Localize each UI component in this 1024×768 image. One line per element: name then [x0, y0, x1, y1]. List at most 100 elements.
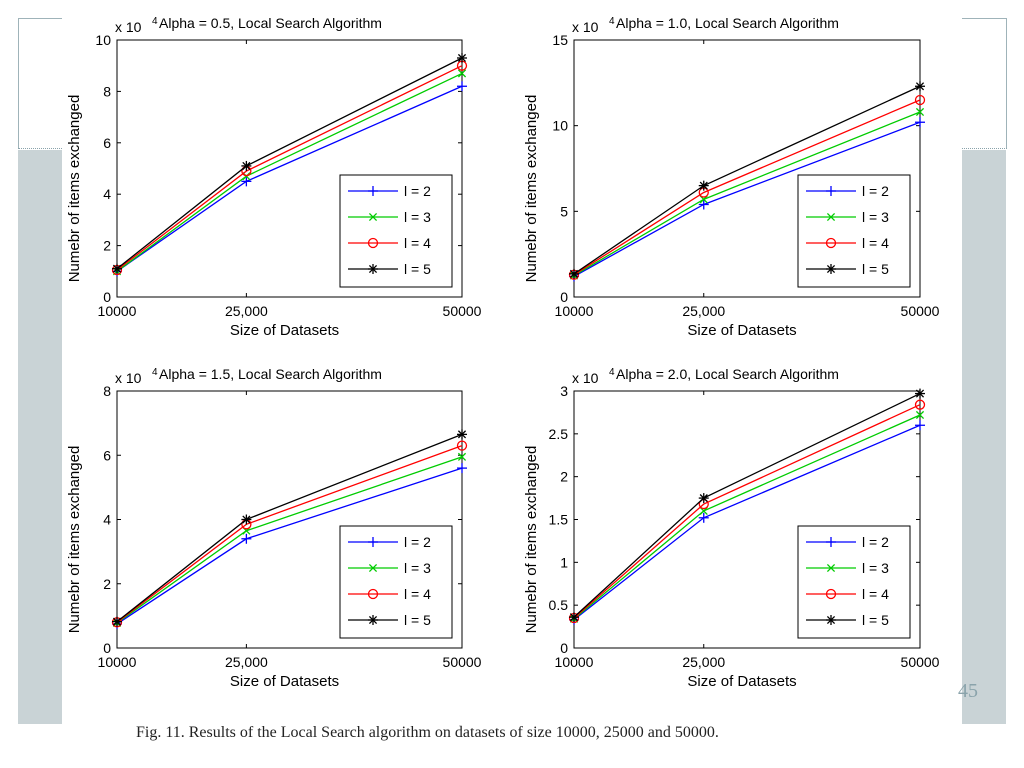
y-tick-label: 4: [103, 512, 111, 528]
legend-label: l = 2: [862, 534, 889, 550]
y-tick-label: 5: [560, 203, 568, 219]
legend-box: [797, 174, 911, 288]
legend-box: [339, 525, 453, 639]
y-tick-label: 2: [103, 238, 111, 254]
legend-box: [339, 174, 453, 288]
data-point-marker: [914, 94, 926, 106]
legend-label: l = 4: [862, 586, 889, 602]
chart-panel-2: 0 5 10 15 10000 25,000 50000 x 10 4 Alpha = 1.0, …: [523, 15, 940, 339]
x-tick-label: 10000: [98, 303, 137, 319]
y-tick-label: 8: [103, 83, 111, 99]
chart-title: Alpha = 0.5, Local Search Algorithm: [159, 15, 382, 31]
y-tick-label: 1: [560, 554, 568, 570]
y-tick-label: 0: [103, 640, 111, 656]
legend: l = 2 l = 3 l = 4 l = 5: [797, 174, 911, 288]
legend-marker: [368, 537, 378, 547]
data-point-marker: [112, 263, 122, 274]
legend-label: l = 4: [862, 235, 889, 251]
data-point-marker: [915, 410, 925, 420]
data-point-marker: [698, 493, 709, 504]
y-tick-label: 10: [95, 32, 111, 48]
legend-label: l = 5: [404, 261, 431, 277]
x-axis-label: Size of Datasets: [230, 322, 339, 339]
chart-panel-4: 0 0.5 1 1.5 2 2.5 3 10000 25,000 50000 x 10 4 Alpha …: [523, 366, 940, 690]
legend-marker: [368, 212, 378, 222]
exponent-superscript: 4: [609, 367, 615, 378]
exponent-label: x 10: [572, 370, 599, 386]
y-tick-label: 0: [103, 289, 111, 305]
figure-panel: 0 2 4 6 8 10 10000 25,000 50000 x 10 4 Alpha = 0.5,…: [62, 0, 962, 728]
x-axis-label: Size of Datasets: [687, 673, 796, 690]
legend-marker: [368, 264, 378, 274]
chart-title: Alpha = 1.5, Local Search Algorithm: [159, 366, 382, 382]
x-tick-label: 50000: [443, 303, 482, 319]
legend-label: l = 3: [404, 560, 431, 576]
legend: l = 2 l = 3 l = 4 l = 5: [797, 525, 911, 639]
data-point-marker: [112, 616, 122, 627]
data-point-marker: [915, 117, 925, 128]
exponent-label: x 10: [572, 19, 599, 35]
data-point-marker: [241, 533, 252, 544]
x-axis-label: Size of Datasets: [230, 673, 339, 690]
y-tick-label: 0.5: [549, 597, 569, 613]
series-line-l4: [573, 404, 921, 619]
data-point-marker: [915, 81, 925, 92]
legend-label: l = 2: [862, 183, 889, 199]
data-point-marker: [915, 388, 925, 399]
x-axis-label: Size of Datasets: [687, 322, 796, 339]
data-point-marker: [457, 81, 467, 92]
y-tick-label: 1.5: [549, 512, 569, 528]
legend-marker: [826, 264, 836, 274]
legend-marker: [826, 212, 836, 222]
x-tick-label: 10000: [98, 654, 137, 670]
y-tick-label: 15: [552, 32, 568, 48]
y-tick-label: 2: [560, 469, 568, 485]
data-point-marker: [457, 69, 467, 78]
data-point-marker: [914, 399, 926, 410]
data-point-marker: [569, 268, 579, 279]
data-point-marker: [241, 514, 252, 525]
chart-title: Alpha = 1.0, Local Search Algorithm: [616, 15, 839, 31]
slide-frame-right: [960, 18, 1007, 149]
legend-label: l = 4: [404, 586, 431, 602]
x-tick-label: 25,000: [225, 654, 268, 670]
data-point-marker: [569, 612, 579, 623]
slide-divider-left: [18, 148, 78, 149]
y-tick-label: 0: [560, 289, 568, 305]
exponent-label: x 10: [115, 370, 142, 386]
x-tick-label: 50000: [901, 303, 940, 319]
legend-marker: [368, 615, 378, 625]
x-tick-label: 50000: [443, 654, 482, 670]
y-tick-label: 10: [552, 118, 568, 134]
data-point-marker: [456, 440, 468, 451]
slide-side-band-right: [958, 150, 1006, 724]
legend-label: l = 3: [862, 209, 889, 225]
legend-marker: [367, 237, 379, 249]
y-tick-label: 4: [103, 186, 111, 202]
legend: l = 2 l = 3 l = 4 l = 5: [339, 525, 453, 639]
legend-marker: [825, 588, 837, 600]
figure-caption: Fig. 11. Results of the Local Search alg…: [136, 724, 719, 741]
slide-side-band-left: [18, 150, 70, 724]
series-line-l4: [116, 65, 463, 271]
legend-label: l = 2: [404, 183, 431, 199]
legend-marker: [368, 186, 378, 196]
exponent-superscript: 4: [152, 16, 158, 27]
legend-label: l = 2: [404, 534, 431, 550]
y-axis-label: Numebr of items exchanged: [523, 95, 540, 283]
y-axis-label: Numebr of items exchanged: [66, 446, 83, 634]
x-tick-label: 10000: [555, 303, 594, 319]
legend-marker: [826, 537, 836, 547]
data-point-marker: [457, 52, 467, 63]
slide-divider-right: [955, 148, 1007, 149]
data-point-marker: [241, 160, 252, 171]
legend-marker: [826, 615, 836, 625]
x-tick-label: 50000: [901, 654, 940, 670]
y-axis-label: Numebr of items exchanged: [523, 446, 540, 634]
data-point-marker: [457, 429, 467, 440]
legend-marker: [367, 588, 379, 600]
slide-frame-left: [18, 18, 65, 149]
